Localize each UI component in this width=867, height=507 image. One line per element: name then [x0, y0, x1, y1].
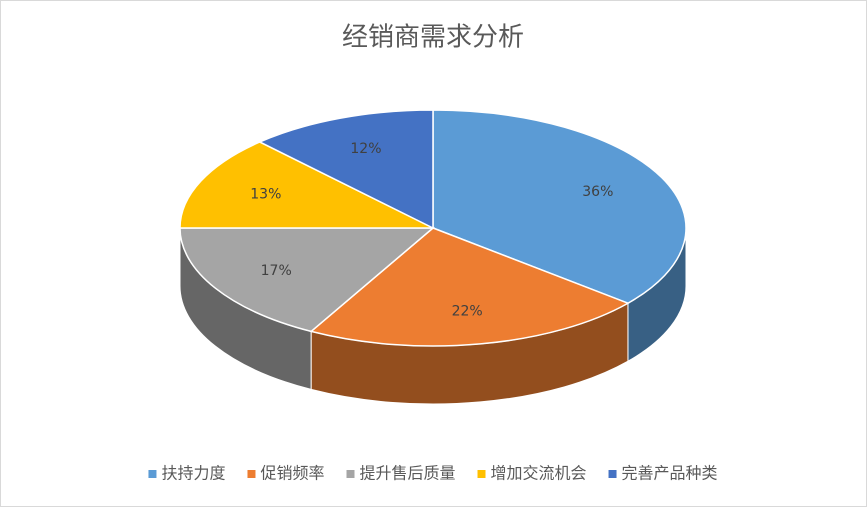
legend-label: 提升售后质量 [359, 464, 455, 483]
pie-slice [179, 141, 434, 229]
chart-title: 经销商需求分析 [342, 23, 524, 53]
data-label: 13% [250, 186, 281, 202]
legend-swatch [477, 470, 486, 478]
data-label: 22% [452, 303, 483, 319]
legend-label: 增加交流机会 [491, 464, 587, 483]
legend-swatch [247, 470, 256, 478]
pie-slice [309, 227, 630, 347]
legend-swatch [608, 470, 617, 478]
legend-label: 扶持力度 [161, 464, 225, 483]
pie-slice [432, 109, 687, 305]
legend-swatch [148, 470, 157, 478]
pie-slice [179, 227, 436, 333]
data-label: 36% [582, 184, 613, 200]
legend-label: 促销频率 [260, 464, 324, 483]
legend-swatch [346, 470, 355, 478]
pie-slice [258, 109, 434, 230]
data-label: 12% [350, 141, 381, 157]
data-label: 17% [261, 263, 292, 279]
legend-label: 完善产品种类 [622, 464, 718, 483]
